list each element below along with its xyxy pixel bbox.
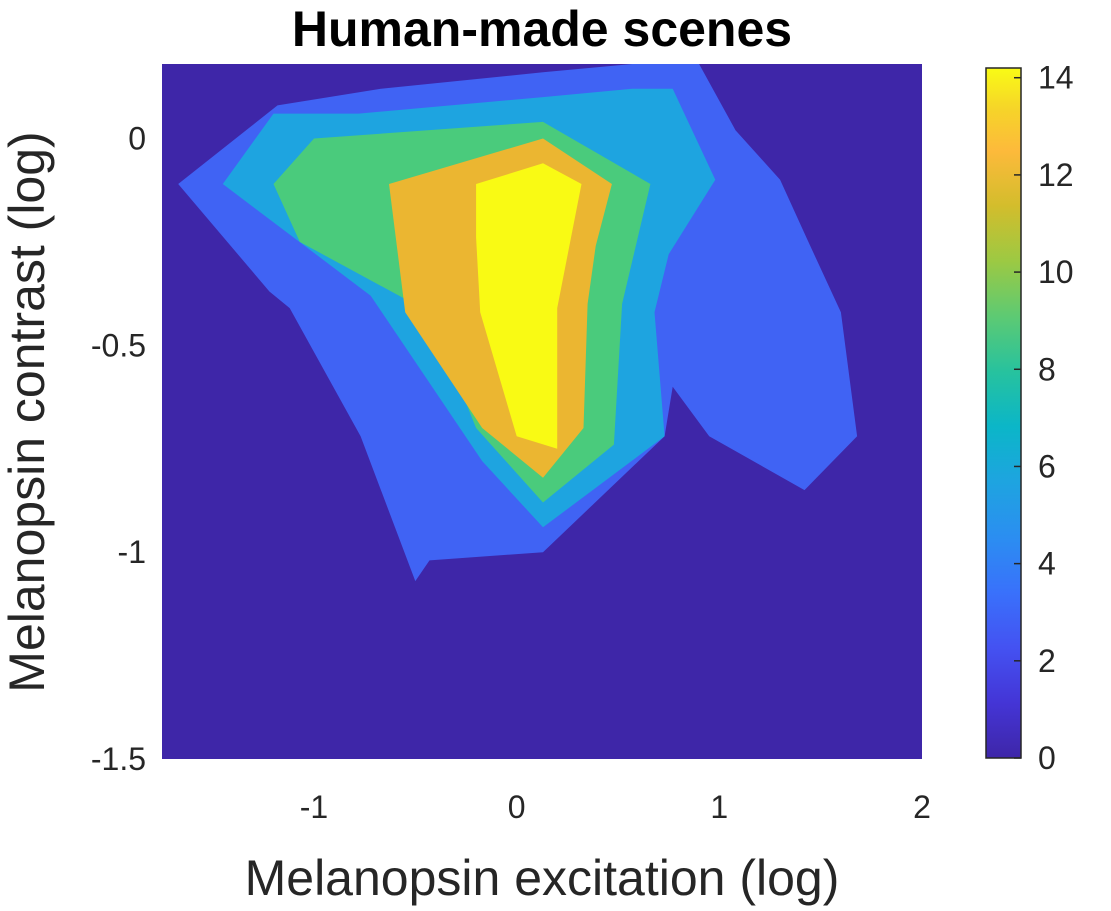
colorbar-tick-label: 14 — [1038, 60, 1074, 96]
y-tick-label: -0.5 — [91, 327, 146, 363]
x-axis-label: Melanopsin excitation (log) — [245, 850, 840, 906]
colorbar-tick-label: 6 — [1038, 448, 1056, 484]
colorbar: 0 2 4 6 8 10 12 14 — [985, 60, 1074, 776]
contour-level-12 — [476, 163, 582, 449]
y-tick-label: 0 — [128, 120, 146, 156]
colorbar-tick-label: 4 — [1038, 546, 1056, 582]
x-tick-label: 1 — [710, 789, 728, 825]
y-axis-ticks: 0 -0.5 -1 -1.5 — [91, 120, 146, 777]
x-tick-label: 0 — [508, 789, 526, 825]
colorbar-tick-label: 0 — [1038, 740, 1056, 776]
y-tick-label: -1.5 — [91, 741, 146, 777]
colorbar-tick-label: 12 — [1038, 157, 1074, 193]
x-axis-ticks: -1 0 1 2 — [300, 789, 931, 825]
colorbar-tick-label: 8 — [1038, 351, 1056, 387]
x-tick-label: 2 — [913, 789, 931, 825]
colorbar-gradient — [985, 67, 1022, 759]
x-tick-label: -1 — [300, 789, 328, 825]
y-tick-label: -1 — [118, 534, 146, 570]
contour-layers — [178, 64, 858, 582]
colorbar-tick-label: 2 — [1038, 643, 1056, 679]
plot-area — [162, 64, 922, 759]
colorbar-ticks: 0 2 4 6 8 10 12 14 — [1014, 60, 1074, 776]
chart-title: Human-made scenes — [292, 1, 792, 57]
colorbar-tick-label: 10 — [1038, 254, 1074, 290]
y-axis-label: Melanopsin contrast (log) — [0, 131, 55, 692]
